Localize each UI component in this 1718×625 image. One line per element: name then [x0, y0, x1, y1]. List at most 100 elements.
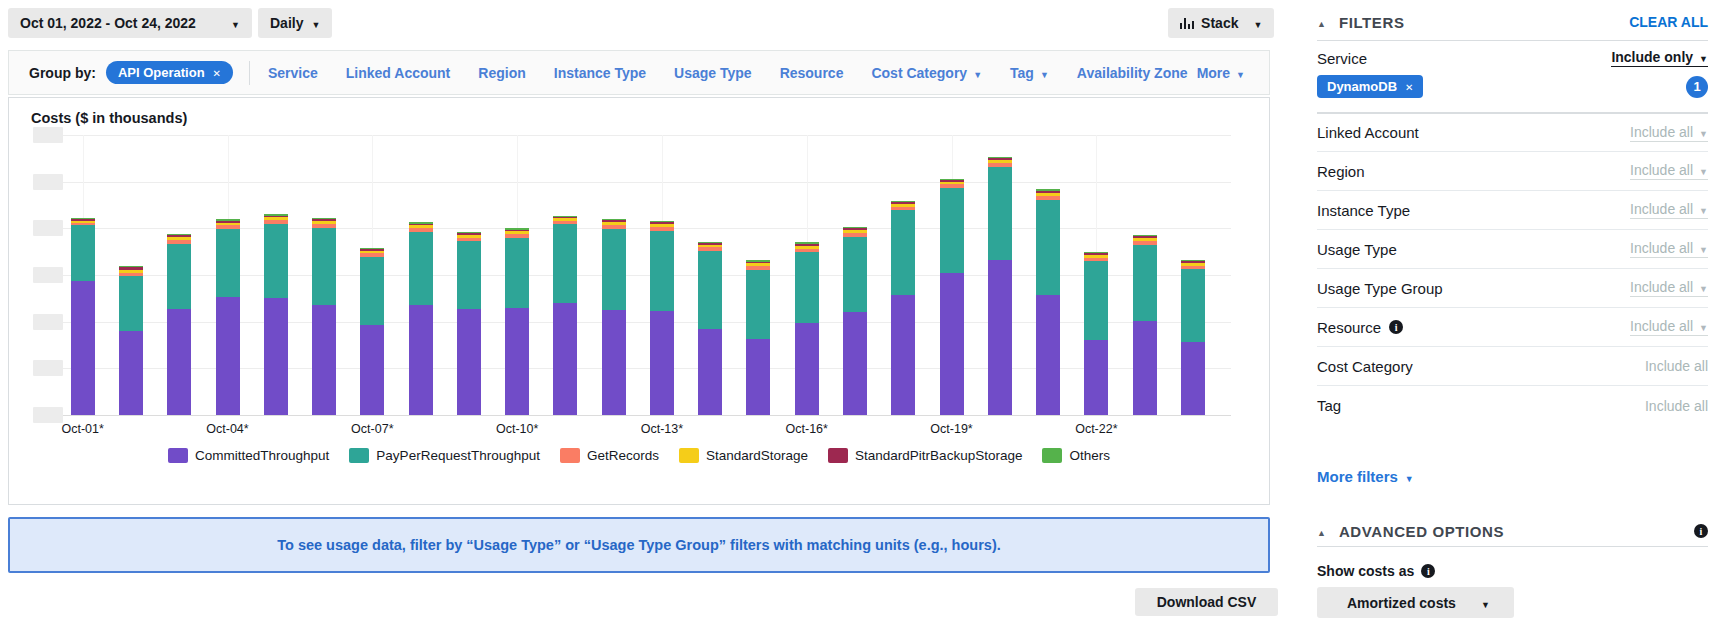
payperrequestthroughput-segment[interactable] — [1133, 245, 1157, 322]
committedthroughput-segment[interactable] — [71, 281, 95, 415]
download-csv-button[interactable]: Download CSV — [1135, 588, 1278, 616]
payperrequestthroughput-segment[interactable] — [1036, 200, 1060, 295]
committedthroughput-segment[interactable] — [167, 309, 191, 415]
payperrequestthroughput-segment[interactable] — [360, 257, 384, 325]
close-icon[interactable] — [1405, 79, 1413, 94]
groupby-link-region[interactable]: Region — [478, 65, 525, 81]
collapse-arrow-icon[interactable] — [1317, 522, 1326, 540]
filter-label: Region — [1317, 163, 1365, 180]
groupby-link-service[interactable]: Service — [268, 65, 318, 81]
committedthroughput-segment[interactable] — [216, 297, 240, 415]
payperrequestthroughput-segment[interactable] — [264, 224, 288, 298]
payperrequestthroughput-segment[interactable] — [698, 251, 722, 329]
committedthroughput-segment[interactable] — [940, 273, 964, 415]
date-range-button[interactable]: Oct 01, 2022 - Oct 24, 2022 — [8, 8, 252, 38]
service-filter-mode-dropdown[interactable]: Include only — [1611, 49, 1708, 67]
groupby-link-tag[interactable]: Tag — [1010, 65, 1049, 81]
committedthroughput-segment[interactable] — [698, 329, 722, 415]
granularity-label: Daily — [270, 15, 303, 31]
payperrequestthroughput-segment[interactable] — [71, 225, 95, 282]
info-icon[interactable] — [1389, 320, 1403, 334]
x-tick-label: Oct-10* — [496, 422, 538, 436]
committedthroughput-segment[interactable] — [119, 331, 143, 415]
more-filters-link[interactable]: More filters — [1317, 468, 1414, 485]
payperrequestthroughput-segment[interactable] — [167, 244, 191, 309]
groupby-link-availability-zone[interactable]: Availability Zone — [1077, 65, 1188, 81]
filter-region-value[interactable]: Include all — [1630, 162, 1708, 180]
chart-legend: CommittedThroughputPayPerRequestThroughp… — [9, 448, 1269, 463]
groupby-link-instance-type[interactable]: Instance Type — [554, 65, 646, 81]
groupby-link-more[interactable]: More — [1197, 65, 1249, 81]
redacted-y-tick-label — [33, 127, 63, 143]
filter-usage-type-group-value[interactable]: Include all — [1630, 279, 1708, 297]
payperrequestthroughput-segment[interactable] — [940, 188, 964, 273]
info-icon[interactable] — [1421, 564, 1435, 578]
committedthroughput-segment[interactable] — [312, 305, 336, 415]
chevron-down-icon — [973, 65, 982, 81]
payperrequestthroughput-segment[interactable] — [602, 229, 626, 311]
payperrequestthroughput-segment[interactable] — [650, 231, 674, 312]
committedthroughput-segment[interactable] — [843, 312, 867, 415]
payperrequestthroughput-segment[interactable] — [843, 237, 867, 312]
filter-resource-value[interactable]: Include all — [1630, 318, 1708, 336]
bar-oct-16 — [795, 242, 819, 415]
committedthroughput-segment[interactable] — [409, 305, 433, 415]
payperrequestthroughput-segment[interactable] — [795, 252, 819, 323]
filter-linked-account-value[interactable]: Include all — [1630, 124, 1708, 142]
payperrequestthroughput-segment[interactable] — [119, 276, 143, 331]
service-chip-dynamodb[interactable]: DynamoDB — [1317, 75, 1423, 98]
filter-instance-type-value[interactable]: Include all — [1630, 201, 1708, 219]
bar-oct-08 — [409, 222, 433, 415]
groupby-link-linked-account[interactable]: Linked Account — [346, 65, 451, 81]
payperrequestthroughput-segment[interactable] — [505, 238, 529, 308]
groupby-link-cost-category[interactable]: Cost Category — [871, 65, 982, 81]
payperrequestthroughput-segment[interactable] — [312, 228, 336, 306]
committedthroughput-segment[interactable] — [650, 311, 674, 415]
payperrequestthroughput-segment[interactable] — [216, 229, 240, 297]
clear-all-link[interactable]: CLEAR ALL — [1629, 14, 1708, 30]
amortized-costs-dropdown[interactable]: Amortized costs — [1317, 587, 1514, 618]
redacted-y-tick-label — [33, 267, 63, 283]
committedthroughput-segment[interactable] — [360, 325, 384, 415]
payperrequestthroughput-segment[interactable] — [891, 210, 915, 294]
collapse-arrow-icon[interactable] — [1317, 13, 1326, 31]
group-by-chip-api-operation[interactable]: API Operation — [106, 61, 233, 84]
payperrequestthroughput-segment[interactable] — [409, 232, 433, 305]
committedthroughput-segment[interactable] — [988, 260, 1012, 415]
x-tick-label: Oct-19* — [930, 422, 972, 436]
committedthroughput-segment[interactable] — [1181, 342, 1205, 415]
bar-oct-23 — [1133, 235, 1157, 415]
show-costs-as-label: Show costs as — [1317, 563, 1435, 579]
payperrequestthroughput-segment[interactable] — [988, 167, 1012, 261]
bar-oct-07 — [360, 248, 384, 415]
payperrequestthroughput-segment[interactable] — [457, 241, 481, 309]
filter-usage-type-value[interactable]: Include all — [1630, 240, 1708, 258]
committedthroughput-segment[interactable] — [746, 339, 770, 415]
redacted-y-tick-label — [33, 360, 63, 376]
info-icon[interactable] — [1694, 524, 1708, 538]
committedthroughput-segment[interactable] — [553, 303, 577, 415]
groupby-link-usage-type[interactable]: Usage Type — [674, 65, 752, 81]
x-tick-label: Oct-07* — [351, 422, 393, 436]
filter-cost-category-value[interactable]: Include all — [1645, 358, 1708, 374]
committedthroughput-segment[interactable] — [505, 308, 529, 415]
groupby-link-resource[interactable]: Resource — [780, 65, 844, 81]
chart-style-button[interactable]: Stack — [1168, 8, 1274, 38]
committedthroughput-segment[interactable] — [264, 298, 288, 415]
granularity-button[interactable]: Daily — [258, 8, 332, 38]
payperrequestthroughput-segment[interactable] — [1181, 269, 1205, 342]
close-icon[interactable] — [213, 65, 221, 80]
committedthroughput-segment[interactable] — [1133, 321, 1157, 415]
committedthroughput-segment[interactable] — [1084, 340, 1108, 415]
committedthroughput-segment[interactable] — [457, 309, 481, 415]
x-tick-label: Oct-13* — [641, 422, 683, 436]
filter-tag-value[interactable]: Include all — [1645, 398, 1708, 414]
committedthroughput-segment[interactable] — [795, 323, 819, 415]
payperrequestthroughput-segment[interactable] — [1084, 261, 1108, 339]
legend-label: PayPerRequestThroughput — [376, 448, 540, 463]
committedthroughput-segment[interactable] — [891, 295, 915, 415]
payperrequestthroughput-segment[interactable] — [553, 224, 577, 303]
committedthroughput-segment[interactable] — [602, 310, 626, 415]
committedthroughput-segment[interactable] — [1036, 295, 1060, 415]
payperrequestthroughput-segment[interactable] — [746, 270, 770, 339]
